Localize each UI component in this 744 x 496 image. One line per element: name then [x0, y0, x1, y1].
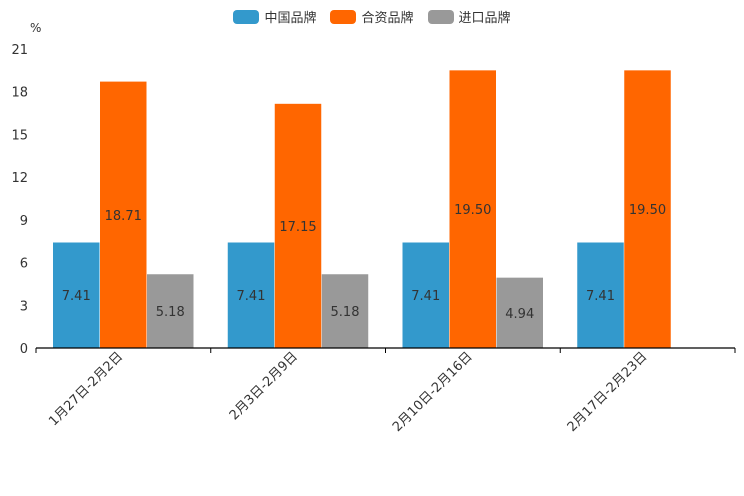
x-tick-label: 2月10日-2月16日	[390, 349, 476, 435]
bar	[496, 277, 543, 348]
y-axis-unit: %	[30, 21, 42, 35]
legend-swatch-china-brand	[233, 9, 260, 24]
bar	[449, 70, 496, 348]
bar	[274, 103, 322, 348]
legend: 中国品牌 合资品牌 进口品牌	[0, 7, 744, 26]
y-tick-label: 3	[20, 299, 28, 314]
y-tick-label: 6	[20, 257, 28, 272]
bar	[147, 274, 194, 348]
legend-label-china-brand: 中国品牌	[264, 11, 317, 26]
legend-item-jv-brand[interactable]: 合资品牌	[330, 7, 414, 26]
legend-label-jv-brand: 合资品牌	[361, 11, 414, 26]
y-tick-label: 21	[11, 43, 28, 58]
y-tick-label: 12	[11, 171, 28, 186]
bar	[100, 81, 147, 349]
y-tick-label: 9	[20, 214, 28, 229]
bar	[321, 274, 369, 348]
legend-label-import-brand: 进口品牌	[458, 11, 511, 26]
bar	[53, 242, 100, 348]
data-label: 5.18	[331, 305, 360, 320]
y-tick-label: 0	[20, 342, 28, 357]
x-tick-label: 2月17日-2月23日	[565, 349, 651, 435]
data-label: 7.41	[62, 289, 91, 304]
bar	[624, 70, 671, 348]
data-label: 18.71	[105, 209, 142, 224]
legend-swatch-import-brand	[427, 9, 454, 24]
data-label: 19.50	[629, 203, 666, 218]
data-label: 4.94	[505, 307, 534, 322]
legend-item-china-brand[interactable]: 中国品牌	[233, 7, 316, 26]
data-label: 7.41	[411, 289, 440, 304]
bar	[577, 242, 624, 348]
data-label: 17.15	[279, 220, 316, 235]
x-tick-label: 2月3日-2月9日	[227, 349, 301, 423]
bar	[227, 242, 275, 348]
bar	[402, 242, 449, 348]
y-tick-label: 18	[11, 86, 28, 101]
legend-swatch-jv-brand	[330, 9, 357, 24]
y-tick-label: 15	[11, 128, 28, 143]
data-label: 5.18	[156, 305, 185, 320]
x-tick-label: 1月27日-2月2日	[46, 349, 126, 429]
data-label: 7.41	[237, 289, 266, 304]
data-label: 7.41	[586, 289, 615, 304]
legend-item-import-brand[interactable]: 进口品牌	[427, 7, 511, 26]
data-label: 19.50	[454, 203, 491, 218]
